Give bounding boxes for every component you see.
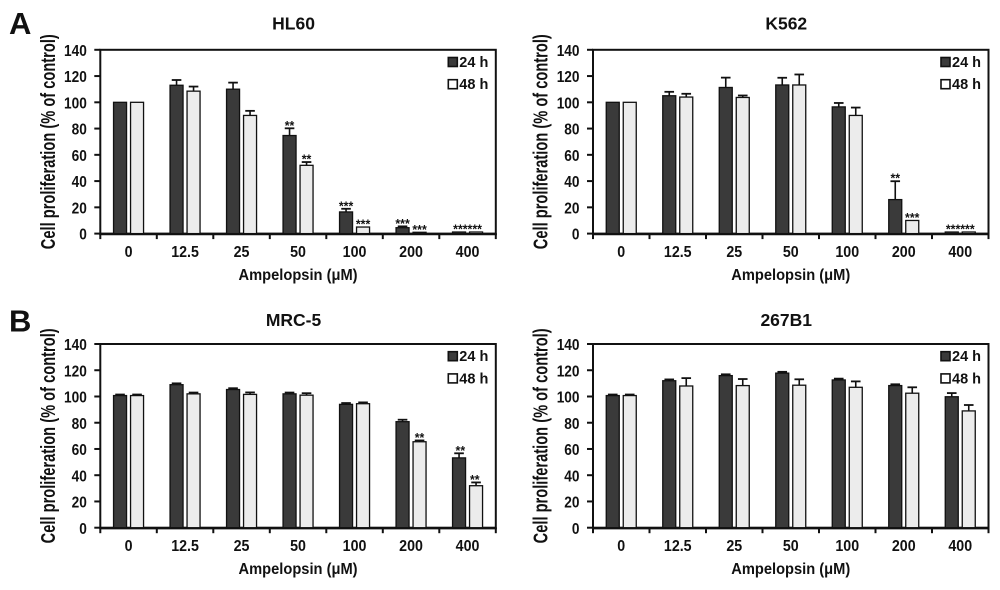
svg-text:Ampelopsin (μM): Ampelopsin (μM) xyxy=(239,561,358,578)
svg-text:100: 100 xyxy=(343,244,367,261)
svg-text:40: 40 xyxy=(564,468,579,485)
svg-text:100: 100 xyxy=(343,538,367,555)
svg-text:140: 140 xyxy=(557,43,580,60)
svg-text:40: 40 xyxy=(564,174,579,191)
svg-text:***: *** xyxy=(468,223,483,237)
svg-text:**: ** xyxy=(415,431,425,445)
svg-text:25: 25 xyxy=(726,538,742,555)
svg-text:24 h: 24 h xyxy=(952,349,981,365)
svg-text:Cell proliferation (% of contr: Cell proliferation (% of control) xyxy=(38,34,60,249)
svg-text:HL60: HL60 xyxy=(272,14,315,34)
svg-text:***: *** xyxy=(412,223,427,237)
svg-text:60: 60 xyxy=(72,148,87,165)
svg-text:140: 140 xyxy=(64,337,87,354)
svg-text:12.5: 12.5 xyxy=(171,244,199,261)
svg-text:100: 100 xyxy=(557,95,580,112)
svg-text:400: 400 xyxy=(456,244,480,261)
svg-text:12.5: 12.5 xyxy=(664,244,692,261)
svg-text:25: 25 xyxy=(234,538,250,555)
svg-text:Cell proliferation (% of contr: Cell proliferation (% of control) xyxy=(531,34,553,249)
svg-text:0: 0 xyxy=(572,227,580,244)
svg-text:0: 0 xyxy=(79,521,87,538)
svg-text:60: 60 xyxy=(564,148,579,165)
svg-text:100: 100 xyxy=(64,95,87,112)
svg-text:40: 40 xyxy=(72,174,87,191)
svg-text:Ampelopsin (μM): Ampelopsin (μM) xyxy=(731,267,850,284)
svg-text:25: 25 xyxy=(726,244,742,261)
svg-text:60: 60 xyxy=(72,442,87,459)
svg-text:100: 100 xyxy=(64,390,87,407)
svg-text:0: 0 xyxy=(125,244,133,261)
svg-text:20: 20 xyxy=(72,495,87,512)
svg-text:100: 100 xyxy=(557,390,580,407)
svg-text:24 h: 24 h xyxy=(952,55,981,71)
svg-text:80: 80 xyxy=(564,416,579,433)
svg-text:B: B xyxy=(9,303,31,338)
svg-text:200: 200 xyxy=(399,244,423,261)
svg-text:0: 0 xyxy=(617,244,625,261)
svg-text:120: 120 xyxy=(64,363,87,380)
svg-text:12.5: 12.5 xyxy=(664,538,692,555)
svg-text:**: ** xyxy=(470,473,480,487)
svg-text:50: 50 xyxy=(783,538,799,555)
svg-text:0: 0 xyxy=(572,521,580,538)
svg-text:50: 50 xyxy=(783,244,799,261)
svg-text:400: 400 xyxy=(948,538,972,555)
svg-text:100: 100 xyxy=(835,244,859,261)
svg-text:48 h: 48 h xyxy=(459,77,488,93)
svg-text:25: 25 xyxy=(234,244,250,261)
svg-text:A: A xyxy=(9,6,31,41)
svg-text:200: 200 xyxy=(399,538,423,555)
svg-text:200: 200 xyxy=(892,538,916,555)
svg-text:12.5: 12.5 xyxy=(171,538,199,555)
svg-text:200: 200 xyxy=(892,244,916,261)
svg-text:24 h: 24 h xyxy=(459,349,488,365)
svg-text:**: ** xyxy=(456,444,466,458)
svg-text:Cell proliferation (% of contr: Cell proliferation (% of control) xyxy=(531,328,553,543)
svg-text:***: *** xyxy=(453,223,468,237)
svg-text:***: *** xyxy=(395,217,410,231)
svg-text:MRC-5: MRC-5 xyxy=(266,310,322,330)
svg-text:0: 0 xyxy=(79,227,87,244)
svg-text:Cell proliferation (% of contr: Cell proliferation (% of control) xyxy=(38,328,60,543)
svg-text:**: ** xyxy=(890,172,900,186)
svg-text:80: 80 xyxy=(72,416,87,433)
svg-text:***: *** xyxy=(356,218,371,232)
svg-text:80: 80 xyxy=(72,122,87,139)
svg-text:20: 20 xyxy=(564,200,579,217)
svg-text:Ampelopsin (μM): Ampelopsin (μM) xyxy=(239,267,358,284)
svg-text:**: ** xyxy=(285,119,295,133)
svg-text:0: 0 xyxy=(125,538,133,555)
svg-text:140: 140 xyxy=(64,43,87,60)
svg-text:267B1: 267B1 xyxy=(760,310,812,330)
svg-text:120: 120 xyxy=(64,69,87,86)
svg-text:***: *** xyxy=(946,223,961,237)
svg-text:48 h: 48 h xyxy=(459,371,488,387)
svg-text:***: *** xyxy=(960,223,975,237)
svg-text:50: 50 xyxy=(290,538,306,555)
svg-text:100: 100 xyxy=(835,538,859,555)
svg-text:80: 80 xyxy=(564,122,579,139)
svg-text:120: 120 xyxy=(557,363,580,380)
svg-text:40: 40 xyxy=(72,468,87,485)
svg-text:48 h: 48 h xyxy=(952,77,981,93)
svg-text:60: 60 xyxy=(564,442,579,459)
svg-text:24 h: 24 h xyxy=(459,55,488,71)
svg-text:120: 120 xyxy=(557,69,580,86)
svg-text:400: 400 xyxy=(456,538,480,555)
svg-text:**: ** xyxy=(302,153,312,167)
svg-text:Ampelopsin (μM): Ampelopsin (μM) xyxy=(731,561,850,578)
svg-text:***: *** xyxy=(905,211,920,225)
svg-text:0: 0 xyxy=(617,538,625,555)
svg-text:***: *** xyxy=(339,199,354,213)
svg-text:400: 400 xyxy=(948,244,972,261)
svg-text:48 h: 48 h xyxy=(952,371,981,387)
svg-text:20: 20 xyxy=(564,495,579,512)
svg-text:50: 50 xyxy=(290,244,306,261)
svg-text:140: 140 xyxy=(557,337,580,354)
svg-text:20: 20 xyxy=(72,200,87,217)
svg-text:K562: K562 xyxy=(765,14,807,34)
